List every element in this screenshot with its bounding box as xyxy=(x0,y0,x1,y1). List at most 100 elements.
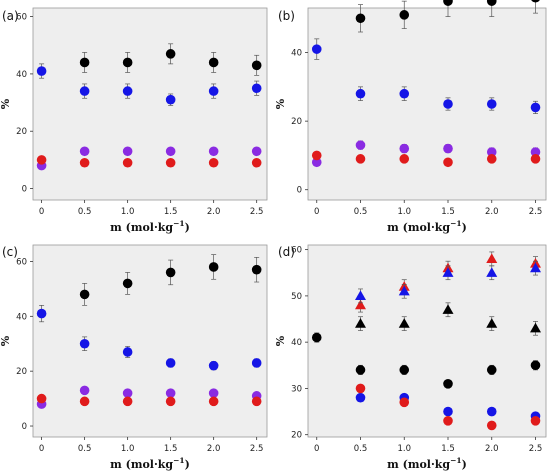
y-tick-label: 60 xyxy=(16,13,27,23)
data-point xyxy=(530,322,541,333)
x-tick-label: 0.5 xyxy=(354,444,368,454)
y-tick-label: 40 xyxy=(291,338,302,348)
data-point xyxy=(530,360,541,371)
data-point xyxy=(208,262,219,272)
y-axis-title: % xyxy=(274,98,287,109)
data-point xyxy=(122,157,133,168)
y-tick-label: 40 xyxy=(16,70,27,80)
panel-label: (c) xyxy=(2,245,18,259)
data-point xyxy=(486,318,498,328)
plot-area xyxy=(307,244,547,438)
x-tick-label: 2.0 xyxy=(485,207,499,217)
x-tick-label: 2.5 xyxy=(529,207,543,217)
y-tick-label: 50 xyxy=(291,292,302,302)
series-black-circle xyxy=(355,0,540,33)
x-tick-label: 0.5 xyxy=(354,207,368,217)
data-point xyxy=(398,318,410,328)
data-point xyxy=(36,308,47,319)
data-point xyxy=(251,358,262,368)
data-point xyxy=(486,420,497,431)
y-tick-label: 40 xyxy=(16,312,27,322)
y-axis-title: % xyxy=(274,335,287,346)
x-tick-label: 1.5 xyxy=(164,444,178,454)
data-point xyxy=(355,299,366,310)
data-point xyxy=(530,154,541,164)
data-point xyxy=(36,66,47,76)
y-tick-label: 40 xyxy=(291,49,302,59)
data-point xyxy=(486,99,497,109)
series-blue-triangle xyxy=(355,260,541,304)
x-tick-label: 2.0 xyxy=(485,444,499,454)
x-axis-title: m (mol·kg−1) xyxy=(387,456,467,471)
data-point xyxy=(443,0,453,6)
data-point xyxy=(165,396,176,407)
x-tick-label: 0 xyxy=(39,207,44,217)
y-tick-label: 20 xyxy=(291,431,302,441)
data-point xyxy=(122,388,133,398)
data-point xyxy=(311,157,322,168)
series-red-circle xyxy=(36,393,262,407)
data-point xyxy=(165,146,176,157)
data-point xyxy=(399,143,410,154)
data-point xyxy=(443,99,453,109)
data-point xyxy=(355,88,366,99)
data-point xyxy=(399,88,410,99)
data-point xyxy=(251,60,262,71)
data-point xyxy=(122,278,133,289)
data-point xyxy=(36,155,47,165)
x-tick-label: 1.0 xyxy=(121,444,135,454)
x-tick-label: 1.5 xyxy=(441,444,455,454)
data-point xyxy=(355,383,366,394)
panel-label: (d) xyxy=(278,245,295,259)
data-point xyxy=(122,396,133,407)
data-point xyxy=(251,264,262,275)
y-tick-label: 0 xyxy=(297,186,302,196)
x-tick-label: 0.5 xyxy=(78,444,92,454)
data-point xyxy=(165,94,176,105)
panel-a: (a) 0 20 40 60 0 0.5 1.0 1.5 2.0 2.5% m (mol·kg−1) xyxy=(0,7,268,234)
x-axis-title-superscript: −1 xyxy=(173,219,185,228)
data-point xyxy=(208,57,219,68)
series-black-circle xyxy=(79,43,262,76)
panel-b: (b) 0 20 40 0 0.5 1.0 1.5 2.0 2.5% m (mol·kg−1) xyxy=(274,0,547,234)
panel-d: (d) 20 30 40 50 60 0 0.5 1.0 1.5 2.0 2.5% m (mol·kg−… xyxy=(274,244,547,471)
data-point xyxy=(79,86,90,96)
data-point xyxy=(443,143,453,154)
panel-c: (c) 0 20 40 60 0 0.5 1.0 1.5 2.0 2.5% m (mol·kg−1) xyxy=(0,244,268,471)
y-tick-label: 60 xyxy=(16,257,27,267)
data-point xyxy=(165,157,176,168)
x-tick-label: 1.0 xyxy=(397,444,411,454)
y-tick-label: 30 xyxy=(291,384,302,394)
data-point xyxy=(311,44,322,54)
x-tick-label: 0 xyxy=(314,444,319,454)
data-point xyxy=(311,332,322,343)
plot-area xyxy=(32,7,268,201)
data-point xyxy=(208,157,219,168)
x-tick-label: 0 xyxy=(314,207,319,217)
data-point xyxy=(486,253,498,264)
data-point xyxy=(355,365,366,375)
x-axis-title-superscript: −1 xyxy=(450,456,462,465)
data-point xyxy=(399,10,410,20)
data-point xyxy=(443,378,453,389)
x-tick-label: 2.0 xyxy=(207,444,221,454)
data-point xyxy=(486,267,498,277)
x-tick-label: 1.0 xyxy=(121,207,135,217)
data-point xyxy=(251,146,262,157)
data-point xyxy=(355,140,366,150)
x-tick-label: 2.5 xyxy=(250,444,264,454)
data-point xyxy=(486,406,497,417)
series-blue-circle xyxy=(36,304,262,371)
x-tick-label: 1.5 xyxy=(441,207,455,217)
y-tick-label: 0 xyxy=(22,422,27,432)
y-axis-title: % xyxy=(0,335,12,346)
panel-label: (a) xyxy=(2,9,19,23)
x-tick-label: 2.5 xyxy=(250,207,264,217)
data-point xyxy=(530,147,541,157)
data-point xyxy=(399,154,410,164)
data-point xyxy=(165,358,176,368)
data-point xyxy=(79,385,90,396)
data-point xyxy=(486,154,497,164)
data-point xyxy=(208,388,219,398)
